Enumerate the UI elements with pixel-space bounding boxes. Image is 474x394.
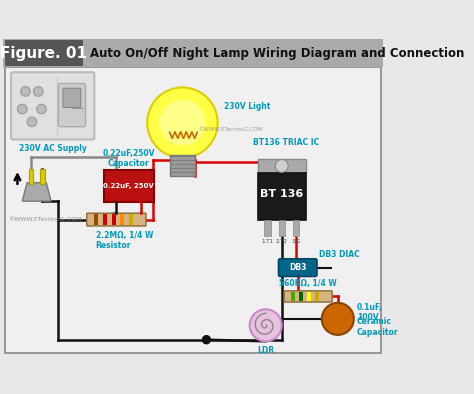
Bar	[279, 219, 285, 236]
Text: BT136 TRIAC IC: BT136 TRIAC IC	[253, 138, 319, 147]
FancyBboxPatch shape	[63, 88, 81, 108]
Circle shape	[202, 336, 210, 344]
Text: ©WWW.ETechnoG.COM: ©WWW.ETechnoG.COM	[8, 217, 82, 222]
Bar	[111, 214, 116, 225]
Text: ©WWW.ETechnoG.COM: ©WWW.ETechnoG.COM	[199, 127, 263, 132]
Bar	[292, 292, 295, 301]
Text: 0.22uF, 250V: 0.22uF, 250V	[103, 183, 154, 189]
Text: Ceramic
Capacitor: Ceramic Capacitor	[357, 317, 399, 336]
Bar	[300, 292, 303, 301]
FancyBboxPatch shape	[87, 213, 146, 226]
Text: 2.T2: 2.T2	[276, 239, 288, 244]
Text: 230V Light: 230V Light	[224, 102, 271, 111]
Bar	[315, 292, 319, 301]
Bar	[258, 173, 306, 219]
Bar	[103, 214, 107, 225]
FancyBboxPatch shape	[11, 72, 94, 139]
Circle shape	[21, 87, 30, 96]
FancyBboxPatch shape	[279, 259, 317, 277]
Text: 3.G: 3.G	[292, 239, 301, 244]
Circle shape	[322, 303, 354, 335]
Text: 230V AC Supply: 230V AC Supply	[19, 144, 87, 153]
Polygon shape	[258, 159, 306, 173]
Bar	[307, 292, 311, 301]
Circle shape	[275, 160, 288, 172]
Bar	[264, 219, 271, 236]
Text: DB3 DIAC: DB3 DIAC	[319, 250, 359, 259]
Circle shape	[147, 87, 218, 158]
Text: DB3: DB3	[289, 263, 306, 272]
Circle shape	[34, 87, 43, 96]
Text: Figure. 01: Figure. 01	[0, 45, 87, 61]
Text: LDR: LDR	[257, 346, 274, 355]
FancyBboxPatch shape	[284, 291, 332, 302]
Bar	[293, 219, 300, 236]
Bar	[94, 214, 98, 225]
Bar	[104, 170, 154, 202]
Text: 2.2MΩ, 1/4 W
Resistor: 2.2MΩ, 1/4 W Resistor	[96, 231, 153, 250]
Text: 560KΩ, 1/4 W: 560KΩ, 1/4 W	[279, 279, 337, 288]
Text: 1.T1: 1.T1	[261, 239, 273, 244]
Bar	[5, 40, 83, 66]
Bar	[170, 155, 195, 176]
Circle shape	[250, 309, 282, 341]
Circle shape	[160, 100, 205, 145]
Circle shape	[18, 104, 27, 114]
Bar	[28, 169, 34, 184]
Bar	[40, 169, 45, 184]
Text: 0.22uF,250V
Capacitor: 0.22uF,250V Capacitor	[102, 149, 155, 168]
Bar	[120, 214, 124, 225]
Polygon shape	[22, 183, 51, 201]
Circle shape	[36, 104, 46, 114]
Bar	[129, 214, 133, 225]
Text: Auto On/Off Night Lamp Wiring Diagram and Connection: Auto On/Off Night Lamp Wiring Diagram an…	[90, 46, 464, 59]
Text: BT 136: BT 136	[260, 189, 303, 199]
FancyBboxPatch shape	[58, 84, 85, 127]
Circle shape	[27, 117, 36, 127]
Text: 0.1uF,
100V: 0.1uF, 100V	[357, 303, 383, 322]
Bar	[3, 39, 383, 67]
